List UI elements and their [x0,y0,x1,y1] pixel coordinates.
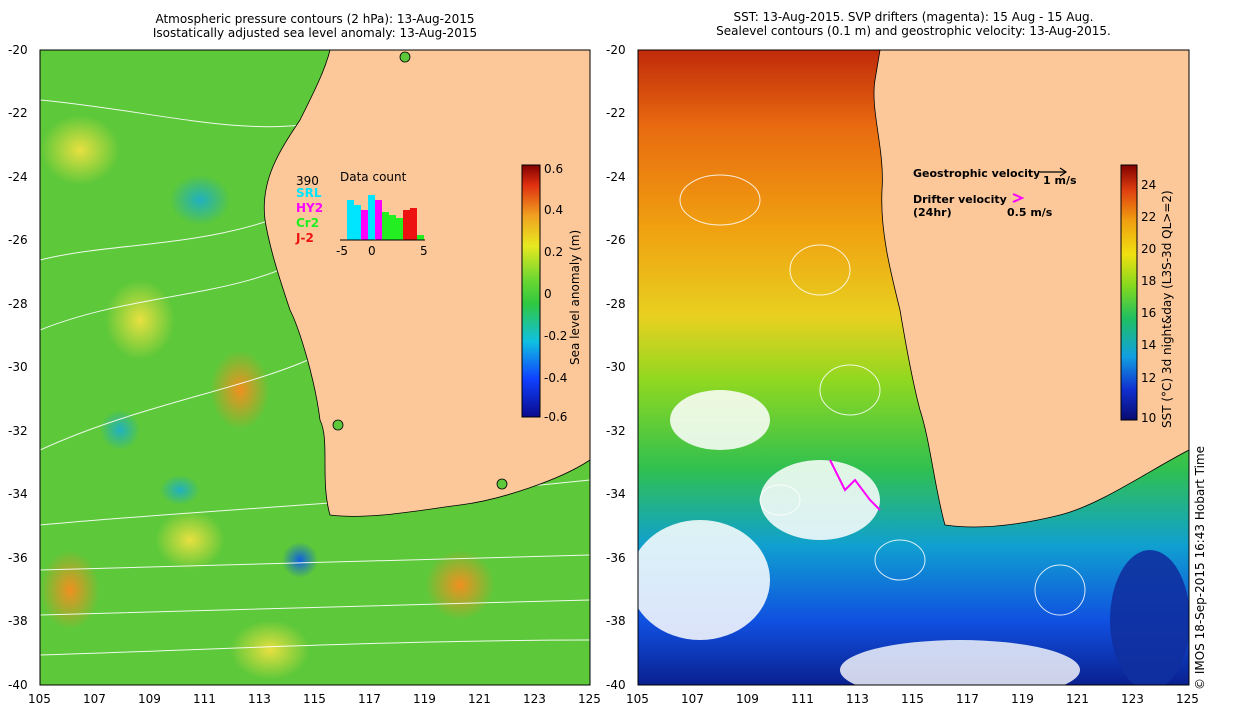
inset-legend-srl: SRL [296,186,322,200]
sst-colorbar [1120,164,1138,421]
credit-text: © IMOS 18-Sep-2015 16:43 Hobart Time [1193,445,1207,690]
inset-legend-j2: J-2 [296,231,314,245]
right-y-tick: -28 [606,297,626,311]
left-y-tick: -38 [8,614,28,628]
left-x-tick: 107 [83,692,106,706]
drifter-arrow [1012,193,1025,203]
sst-colorbar-label: SST (°C) 3d night&day (L3S-3d QL>=2) [1160,190,1174,428]
left-y-tick: -20 [8,43,28,57]
right-x-tick: 107 [681,692,704,706]
drifter-label-1: Drifter velocity [913,193,1007,206]
inset-x-tick: -5 [336,244,348,258]
right-x-tick: 109 [736,692,759,706]
right-y-tick: -24 [606,170,626,184]
right-y-tick: -32 [606,424,626,438]
sst-tick: 24 [1141,178,1157,192]
right-x-tick: 115 [901,692,924,706]
left-x-tick: 109 [138,692,161,706]
left-title: Atmospheric pressure contours (2 hPa): 1… [40,12,590,40]
sla-colorbar [521,164,541,418]
right-title-line1: SST: 13-Aug-2015. SVP drifters (magenta)… [733,10,1094,24]
right-y-tick: -34 [606,487,626,501]
data-count-histogram [340,185,425,241]
left-y-tick: -24 [8,170,28,184]
sla-tick: -0.4 [544,371,568,385]
right-title-line2: Sealevel contours (0.1 m) and geostrophi… [716,24,1111,38]
left-y-tick: -30 [8,360,28,374]
sst-tick: 22 [1141,210,1157,224]
sla-tick: 0.2 [544,245,564,259]
left-y-tick: -26 [8,233,28,247]
left-x-tick: 117 [358,692,381,706]
right-x-tick: 121 [1066,692,1089,706]
right-y-tick: -36 [606,551,626,565]
sla-tick: -0.2 [544,329,568,343]
right-y-tick: -38 [606,614,626,628]
right-x-tick: 119 [1011,692,1034,706]
sst-tick: 10 [1141,411,1157,425]
right-x-tick: 125 [1176,692,1199,706]
geostrophic-scale: 1 m/s [1043,174,1077,187]
right-x-tick: 111 [791,692,814,706]
geostrophic-label: Geostrophic velocity [913,167,1041,180]
right-y-tick: -22 [606,106,626,120]
left-x-tick: 121 [468,692,491,706]
left-x-tick: 115 [303,692,326,706]
sla-tick: 0.4 [544,203,564,217]
sla-tick: 0.6 [544,162,564,176]
right-x-tick: 105 [626,692,649,706]
sst-tick: 20 [1141,242,1157,256]
left-y-tick: -32 [8,424,28,438]
left-y-tick: -40 [8,678,28,692]
sla-tick: -0.6 [544,410,568,424]
sst-tick: 18 [1141,274,1157,288]
inset-x-tick: 0 [368,244,376,258]
right-y-tick: -30 [606,360,626,374]
sla-colorbar-label: Sea level anomaly (m) [568,229,582,365]
left-title-line2: Isostatically adjusted sea level anomaly… [152,26,478,40]
right-y-tick: -20 [606,43,626,57]
left-y-tick: -36 [8,551,28,565]
sst-tick: 14 [1141,338,1157,352]
left-title-line1: Atmospheric pressure contours (2 hPa): 1… [155,12,475,26]
right-y-tick: -26 [606,233,626,247]
right-title: SST: 13-Aug-2015. SVP drifters (magenta)… [638,10,1189,38]
inset-legend-cr2: Cr2 [296,216,320,230]
left-x-tick: 113 [248,692,271,706]
sst-tick: 12 [1141,371,1157,385]
inset-max-count: 390 [296,174,319,188]
left-x-tick: 125 [578,692,601,706]
left-map [40,50,590,685]
drifter-scale: 0.5 m/s [1007,206,1053,219]
left-x-tick: 111 [193,692,216,706]
inset-legend-hy2: HY2 [296,201,324,215]
right-x-tick: 123 [1121,692,1144,706]
right-x-tick: 113 [846,692,869,706]
sst-tick: 16 [1141,306,1157,320]
right-y-tick: -40 [606,678,626,692]
right-map [638,50,1189,685]
sla-tick: 0 [544,287,552,301]
inset-x-tick: 5 [420,244,428,258]
left-x-tick: 105 [28,692,51,706]
right-x-tick: 117 [956,692,979,706]
drifter-label-2: (24hr) [913,206,952,219]
left-x-tick: 119 [413,692,436,706]
left-y-tick: -34 [8,487,28,501]
left-y-tick: -28 [8,297,28,311]
left-y-tick: -22 [8,106,28,120]
inset-title: Data count [340,170,407,184]
left-x-tick: 123 [523,692,546,706]
